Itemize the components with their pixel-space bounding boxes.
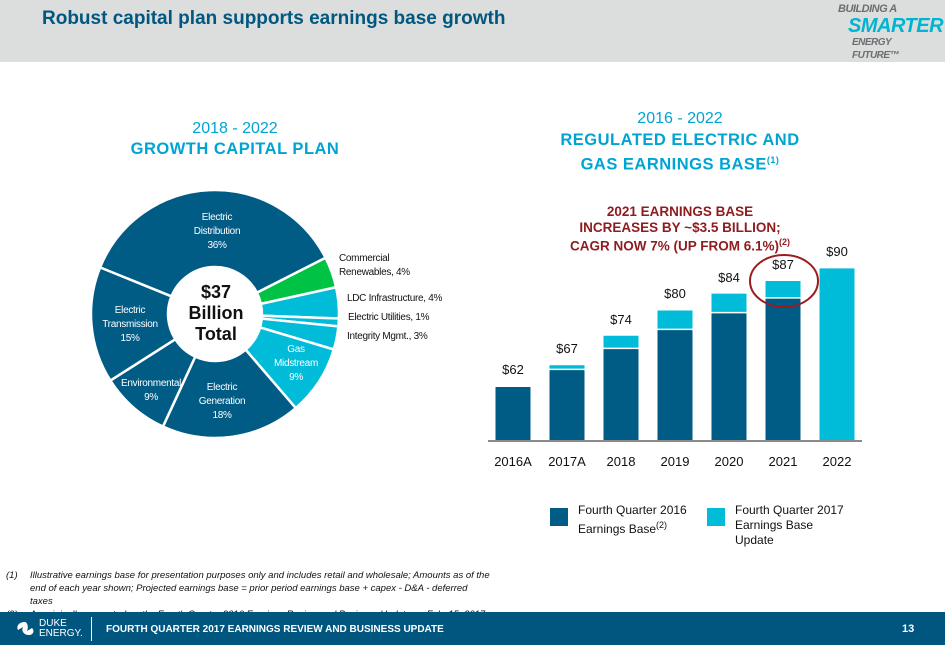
tagline-logo: BUILDING A SMARTER ENERGY FUTURE™: [838, 3, 944, 62]
x-tick-label-2021: 2021: [768, 454, 798, 469]
data-label-2021: $87: [772, 257, 794, 273]
label-line: 15%: [120, 333, 140, 344]
pie-slice-electric-generation: [161, 347, 298, 440]
x-tick-label-2018: 2018: [606, 454, 636, 469]
footnote-key: (1): [6, 570, 18, 581]
x-tick-label-2016A: 2016A: [494, 454, 532, 469]
footer-divider: [91, 617, 92, 641]
x-tick-label-2022: 2022: [822, 454, 852, 469]
legend-label-q4-2016: Fourth Quarter 2016 Earnings Base(2): [578, 503, 688, 537]
label-line: Generation: [198, 396, 246, 407]
center-total: Total: [195, 324, 237, 344]
callout-text: 2021 EARNINGS BASE INCREASES BY ~$3.5 BI…: [500, 204, 860, 254]
header-bar: [0, 0, 945, 62]
bar-heading-line-2: GAS EARNINGS BASE(1): [500, 150, 860, 175]
legend-text: Fourth Quarter 2016 Earnings Base: [578, 503, 687, 536]
center-amount: $37: [200, 282, 232, 302]
bar-base-2016A: [495, 386, 531, 441]
slide-title: Robust capital plan supports earnings ba…: [42, 8, 506, 29]
footer-text: FOURTH QUARTER 2017 EARNINGS REVIEW AND …: [106, 624, 444, 635]
x-tick-label-2019: 2019: [660, 454, 690, 469]
center-unit: Billion: [188, 303, 244, 323]
footnote-text: Illustrative earnings base for presentat…: [30, 570, 490, 607]
label-line: Transmission: [102, 319, 158, 330]
legend-swatch-q4-2017: [707, 508, 725, 526]
footnote-ref: (2): [656, 520, 668, 530]
bar-base-2021: [765, 297, 801, 441]
bar-base-2018: [603, 348, 639, 441]
callout-line-3: CAGR NOW 7% (UP FROM 6.1%)(2): [500, 235, 860, 254]
label-line: Environmental: [120, 378, 182, 389]
label-line: Electric: [206, 382, 238, 393]
logo-line: DUKE: [39, 618, 67, 629]
bar-base-2020: [711, 312, 747, 441]
slice-label-integrity: Integrity Mgmt., 3%: [347, 331, 428, 342]
tagline-line-1: BUILDING A: [838, 3, 897, 15]
logo-text: DUKE ENERGY.: [39, 619, 83, 639]
bar-heading-line-1: REGULATED ELECTRIC AND: [560, 131, 800, 149]
label-line: Midstream: [274, 358, 318, 369]
footnote-1: (1) Illustrative earnings base for presen…: [6, 569, 490, 608]
bar-update-2022: [819, 268, 855, 441]
data-label-2019: $80: [664, 286, 686, 302]
slice-label-ldc: LDC Infrastructure, 4%: [347, 293, 443, 304]
bar-base-2017A: [549, 369, 585, 441]
label-line: Distribution: [193, 226, 241, 237]
tagline-line-3: ENERGY FUTURE™: [852, 37, 900, 61]
duke-energy-logo-icon: [17, 622, 34, 635]
data-label-2022: $90: [826, 244, 848, 260]
page-number: 13: [902, 623, 915, 635]
pie-center-label: $37 Billion Total: [170, 282, 262, 345]
callout-line-1: 2021 EARNINGS BASE: [606, 204, 754, 219]
x-tick-label-2020: 2020: [714, 454, 744, 469]
legend-swatch-q4-2016: [550, 508, 568, 526]
slice-label-environmental: Environmental 9%: [116, 377, 186, 405]
data-label-2018: $74: [610, 311, 632, 327]
x-tick-label-2017A: 2017A: [548, 454, 586, 469]
data-label-2020: $84: [718, 269, 740, 285]
footnote-ref: (2): [779, 237, 791, 247]
pie-years: 2018 - 2022: [192, 120, 278, 137]
bar-base-2019: [657, 329, 693, 441]
highlight-circle-2021: [749, 254, 819, 308]
bar-heading-text: GAS EARNINGS BASE: [580, 155, 767, 174]
callout-line-2: INCREASES BY ~$3.5 BILLION;: [579, 219, 781, 235]
tagline-line-2: SMARTER: [848, 15, 944, 37]
pie-slice-electric-distribution: [98, 188, 328, 298]
slice-label-electric-transmission: Electric Transmission 15%: [98, 304, 162, 346]
bar-years: 2016 - 2022: [637, 110, 723, 127]
logo-line: ENERGY.: [39, 628, 83, 639]
slice-label-electric-distribution: Electric Distribution 36%: [185, 211, 249, 253]
footer-bar: [0, 612, 945, 645]
callout-line-3-text: CAGR NOW 7% (UP FROM 6.1%): [569, 238, 780, 254]
slice-label-gas-midstream: Gas Midstream 9%: [266, 343, 326, 385]
label-line: 18%: [212, 410, 232, 421]
label-line: Electric: [114, 305, 146, 316]
pie-heading: GROWTH CAPITAL PLAN: [130, 140, 340, 158]
slice-label-electric-utilities: Electric Utilities, 1%: [348, 312, 430, 323]
label-line: 9%: [289, 372, 303, 383]
slice-label-electric-generation: Electric Generation 18%: [192, 381, 252, 423]
label-line: Electric: [201, 212, 233, 223]
data-label-2017A: $67: [556, 341, 578, 357]
data-label-2016A: $62: [502, 362, 524, 378]
footnote-ref: (1): [766, 155, 780, 165]
duke-energy-logo: DUKE ENERGY.: [14, 619, 83, 639]
label-line: Gas: [287, 344, 305, 355]
label-line: 36%: [207, 240, 227, 251]
legend-label-q4-2017: Fourth Quarter 2017 Earnings Base Update: [735, 503, 844, 547]
bar-heading: REGULATED ELECTRIC AND GAS EARNINGS BASE…: [500, 130, 860, 175]
label-line: 9%: [144, 392, 158, 403]
pie-slice-electric-transmission: [89, 265, 178, 383]
slice-label-commercial-renewables: Commercial Renewables, 4%: [339, 253, 410, 278]
